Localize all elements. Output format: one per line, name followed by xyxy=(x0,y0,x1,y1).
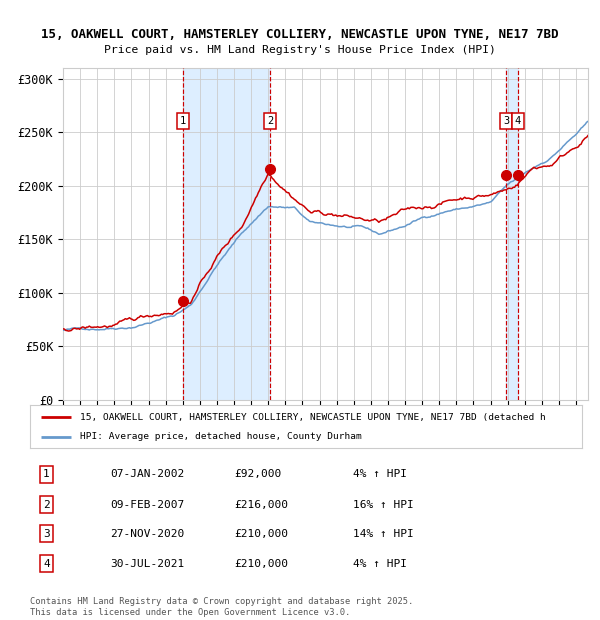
Text: HPI: Average price, detached house, County Durham: HPI: Average price, detached house, Coun… xyxy=(80,432,361,441)
Text: 4% ↑ HPI: 4% ↑ HPI xyxy=(353,469,407,479)
Text: £210,000: £210,000 xyxy=(234,559,288,569)
Text: 3: 3 xyxy=(503,116,509,126)
Text: £92,000: £92,000 xyxy=(234,469,281,479)
Text: 27-NOV-2020: 27-NOV-2020 xyxy=(110,529,184,539)
Text: 30-JUL-2021: 30-JUL-2021 xyxy=(110,559,184,569)
Text: Contains HM Land Registry data © Crown copyright and database right 2025.
This d: Contains HM Land Registry data © Crown c… xyxy=(30,598,413,617)
Text: 15, OAKWELL COURT, HAMSTERLEY COLLIERY, NEWCASTLE UPON TYNE, NE17 7BD: 15, OAKWELL COURT, HAMSTERLEY COLLIERY, … xyxy=(41,29,559,41)
Text: 1: 1 xyxy=(180,116,187,126)
Text: 07-JAN-2002: 07-JAN-2002 xyxy=(110,469,184,479)
Text: 09-FEB-2007: 09-FEB-2007 xyxy=(110,500,184,510)
Bar xyxy=(183,68,270,400)
Text: £216,000: £216,000 xyxy=(234,500,288,510)
Text: £210,000: £210,000 xyxy=(234,529,288,539)
Text: 1: 1 xyxy=(43,469,50,479)
Text: 16% ↑ HPI: 16% ↑ HPI xyxy=(353,500,413,510)
Text: 4% ↑ HPI: 4% ↑ HPI xyxy=(353,559,407,569)
Text: 4: 4 xyxy=(43,559,50,569)
Text: 14% ↑ HPI: 14% ↑ HPI xyxy=(353,529,413,539)
Text: 3: 3 xyxy=(43,529,50,539)
Text: 15, OAKWELL COURT, HAMSTERLEY COLLIERY, NEWCASTLE UPON TYNE, NE17 7BD (detached : 15, OAKWELL COURT, HAMSTERLEY COLLIERY, … xyxy=(80,413,545,422)
Text: 4: 4 xyxy=(514,116,521,126)
Bar xyxy=(506,68,518,400)
Text: Price paid vs. HM Land Registry's House Price Index (HPI): Price paid vs. HM Land Registry's House … xyxy=(104,45,496,55)
Text: 2: 2 xyxy=(43,500,50,510)
Text: 2: 2 xyxy=(267,116,274,126)
